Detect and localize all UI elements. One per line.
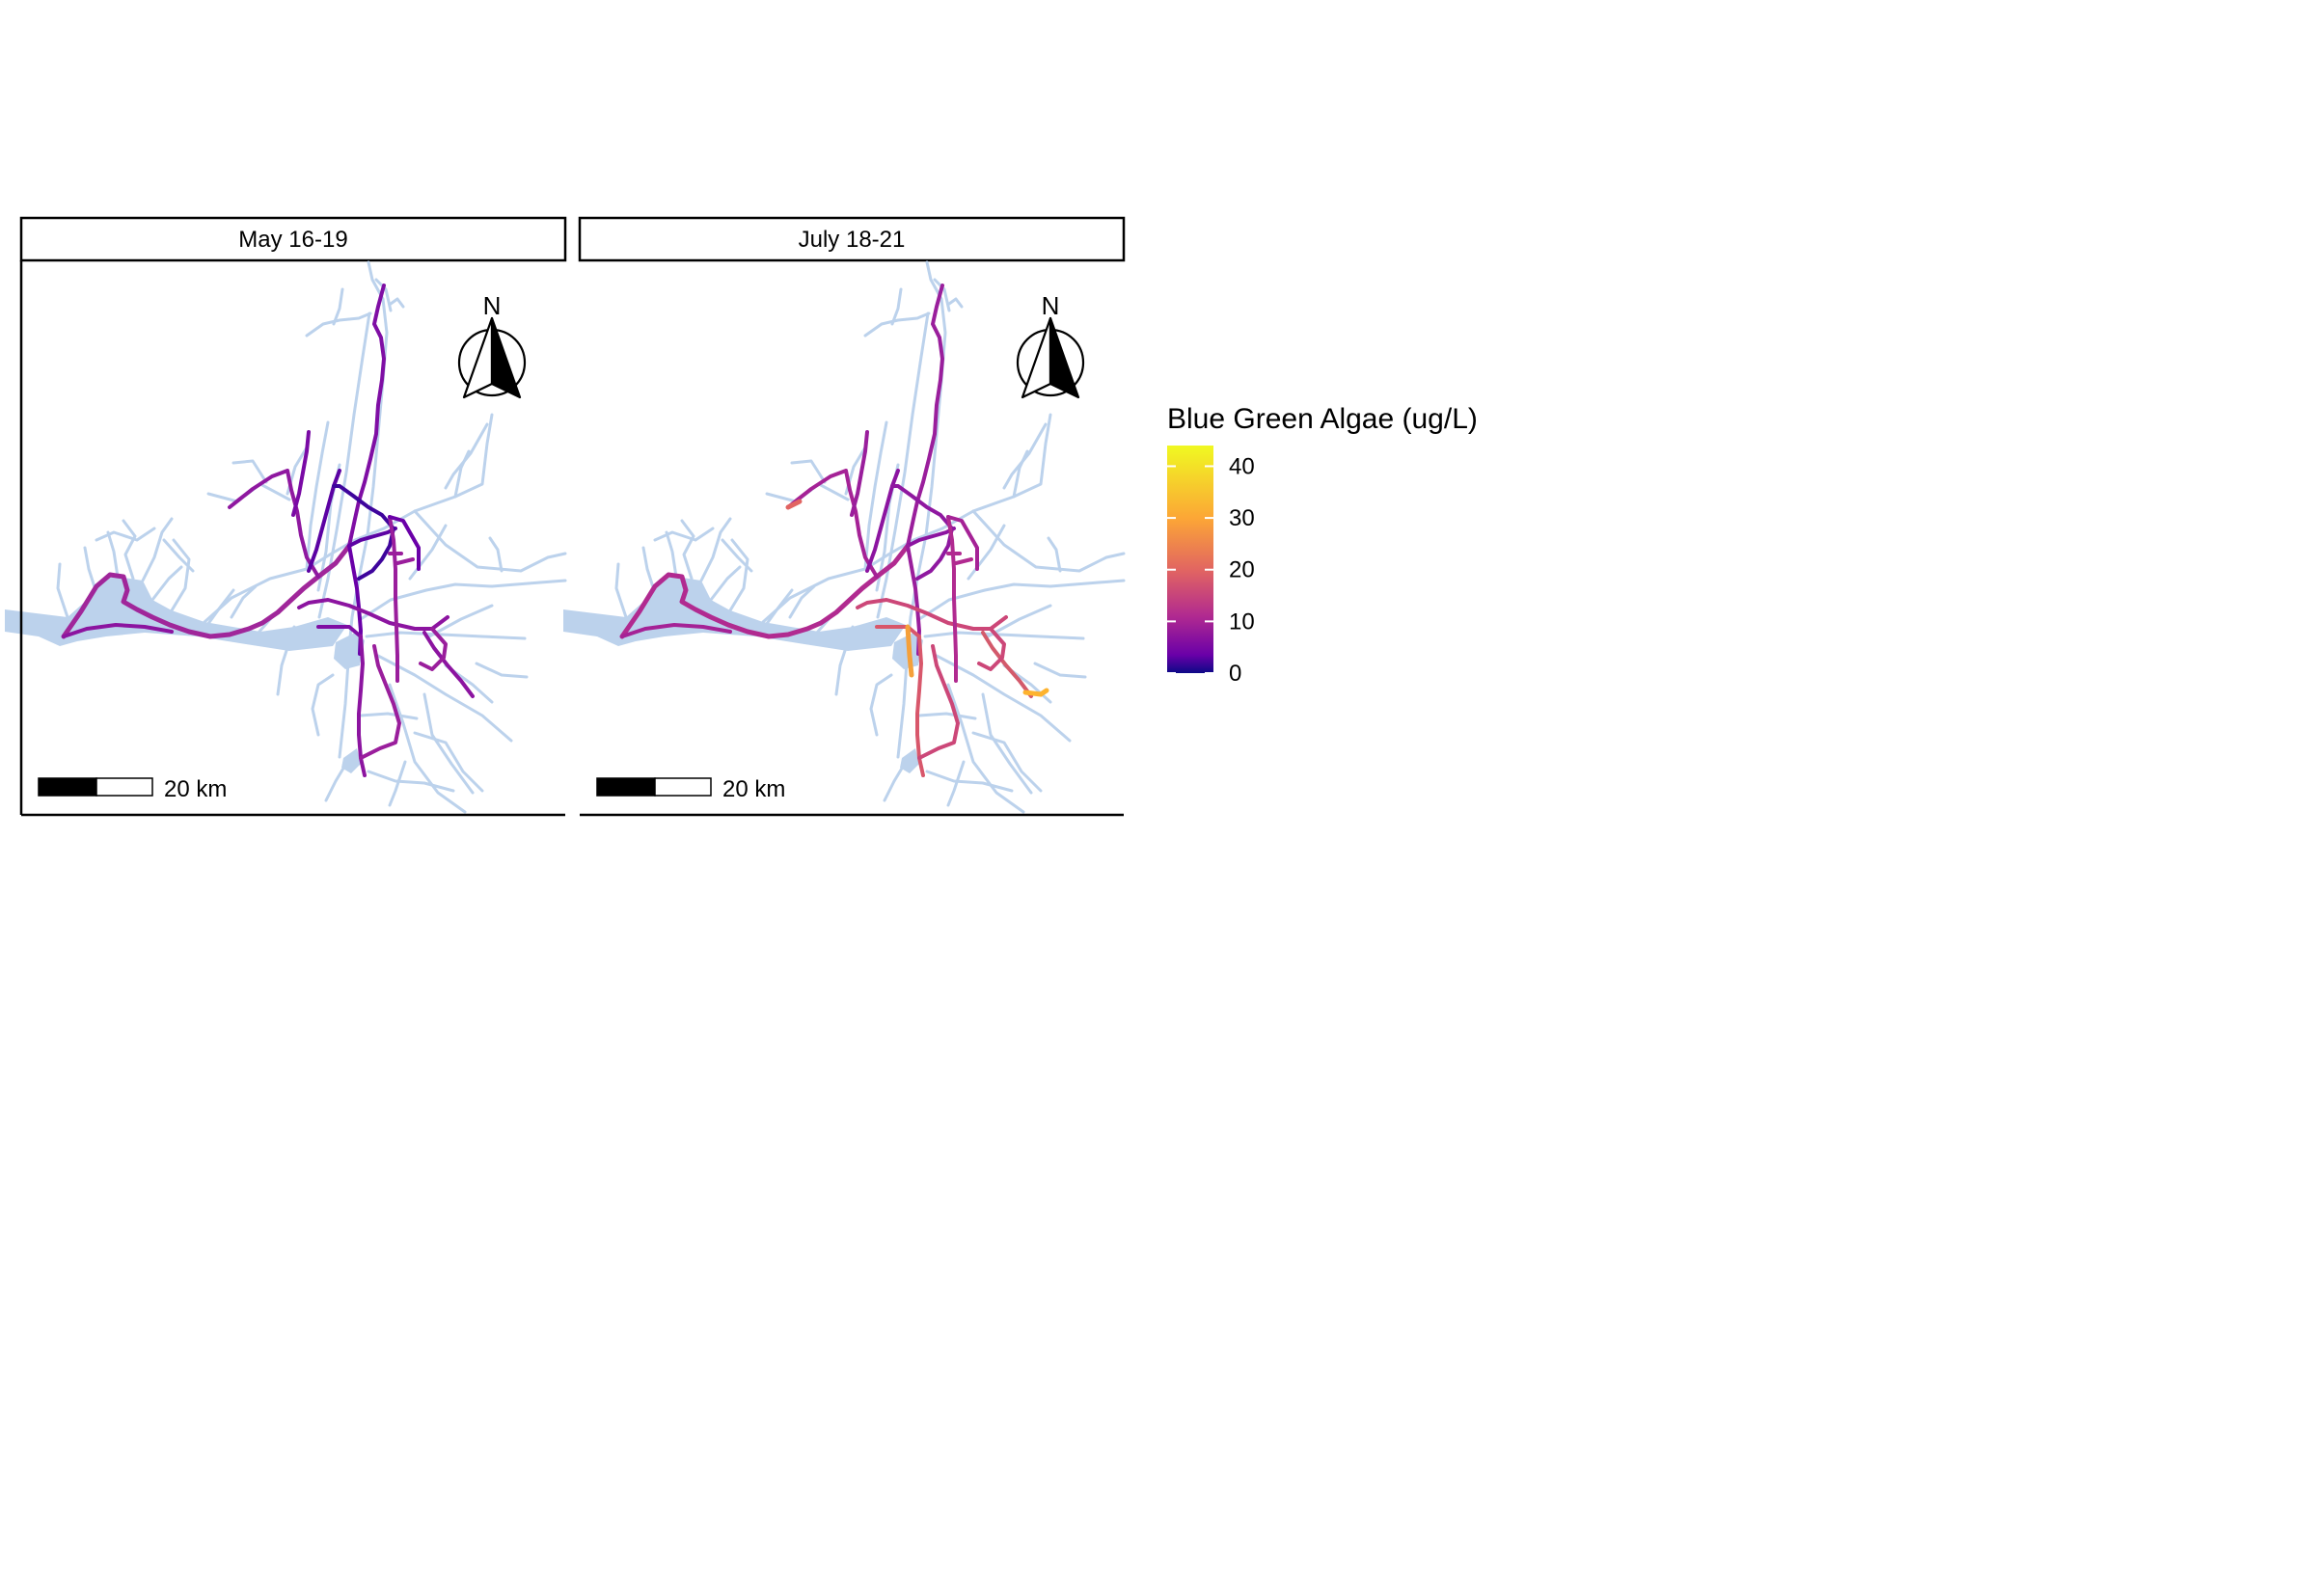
water-basemap — [3, 260, 567, 814]
survey-track-may — [64, 284, 475, 777]
panel-frame — [19, 260, 565, 817]
legend-tick-label: 0 — [1229, 661, 1241, 687]
strip-july — [578, 216, 1126, 262]
north-arrow-icon — [1016, 316, 1085, 399]
scale-bar — [596, 777, 712, 797]
panel-may: May 16-19 N — [3, 216, 567, 817]
legend-tick-label: 30 — [1229, 505, 1255, 531]
hotspots-july — [785, 499, 1049, 697]
north-label: N — [483, 291, 502, 320]
strip-may — [19, 216, 567, 262]
legend-tick-label: 40 — [1229, 453, 1255, 479]
scale-label: 20 km — [164, 776, 227, 802]
strip-label-july: July 18-21 — [799, 227, 906, 253]
water-basemap — [561, 260, 1126, 814]
survey-track-july — [622, 284, 1033, 777]
legend-tick-label: 10 — [1229, 609, 1255, 635]
scale-bar — [38, 777, 153, 797]
north-label: N — [1042, 291, 1060, 320]
north-arrow-icon — [457, 316, 527, 399]
legend-colorbar — [1167, 446, 1213, 673]
legend-tick-label: 20 — [1229, 557, 1255, 583]
legend: Blue Green Algae (ug/L) 40 30 20 10 0 — [1167, 403, 1478, 687]
panel-july: July 18-21 — [561, 216, 1126, 817]
legend-title: Blue Green Algae (ug/L) — [1167, 403, 1478, 435]
scale-label: 20 km — [722, 776, 785, 802]
legend-ticks: 40 30 20 10 0 — [1167, 453, 1255, 687]
strip-label-may: May 16-19 — [238, 227, 347, 253]
